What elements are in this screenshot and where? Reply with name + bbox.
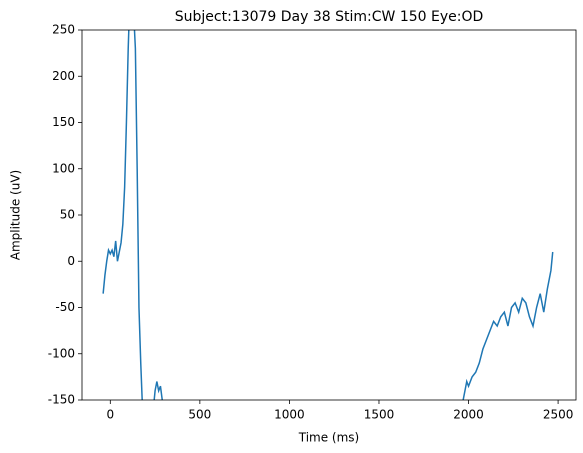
y-tick-label: 50 xyxy=(60,208,75,222)
y-tick-label: 0 xyxy=(67,254,75,268)
y-tick-label: 250 xyxy=(52,23,75,37)
data-line xyxy=(102,30,554,400)
x-tick-label: 2500 xyxy=(543,408,574,422)
y-axis-label: Amplitude (uV) xyxy=(9,170,23,261)
y-tick-label: 200 xyxy=(52,69,75,83)
y-tick-label: 150 xyxy=(52,115,75,129)
x-tick-label: 0 xyxy=(106,408,114,422)
plot-area xyxy=(102,30,554,400)
x-axis-label: Time (ms) xyxy=(298,431,360,445)
y-tick-label: 100 xyxy=(52,161,75,175)
y-tick-label: -150 xyxy=(48,393,75,407)
y-tick-label: -100 xyxy=(48,346,75,360)
axes-frame xyxy=(81,29,577,401)
x-tick-label: 2000 xyxy=(453,408,484,422)
chart-title: Subject:13079 Day 38 Stim:CW 150 Eye:OD xyxy=(175,9,484,25)
x-tick-label: 1000 xyxy=(274,408,305,422)
x-tick-label: 1500 xyxy=(364,408,395,422)
y-tick-label: -50 xyxy=(55,300,75,314)
x-tick-label: 500 xyxy=(188,408,211,422)
